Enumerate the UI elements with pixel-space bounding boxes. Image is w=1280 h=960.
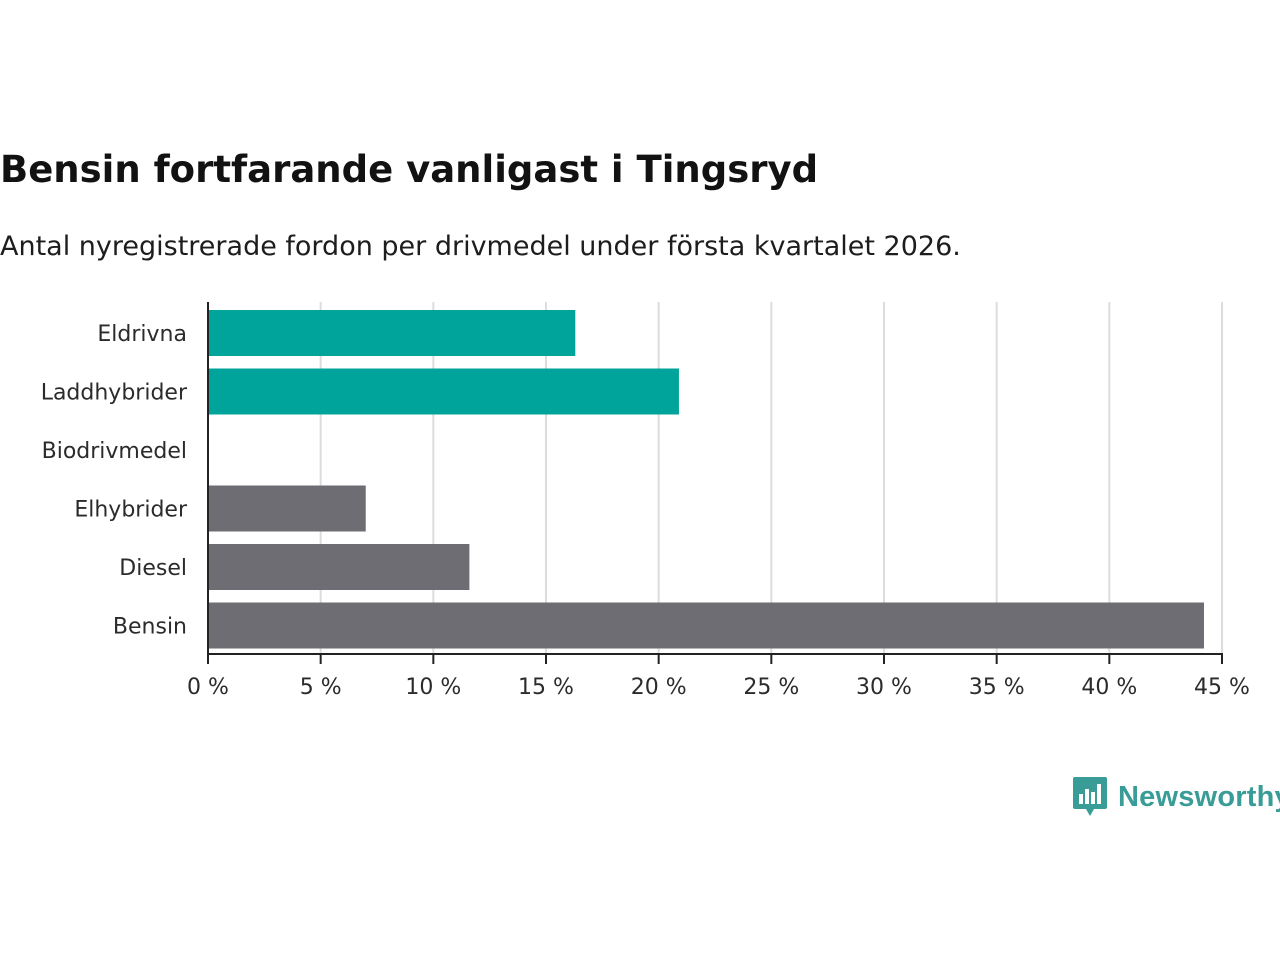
x-tick-label: 10 % xyxy=(405,675,461,700)
category-label: Bensin xyxy=(113,615,187,640)
chart-title: Bensin fortfarande vanligast i Tingsryd xyxy=(0,148,819,191)
x-tick-label: 35 % xyxy=(969,675,1025,700)
bars xyxy=(208,310,1204,649)
x-tick-label: 40 % xyxy=(1081,675,1137,700)
bar-eldrivna xyxy=(208,310,576,356)
gridlines xyxy=(319,302,1223,654)
category-label: Laddhybrider xyxy=(41,381,188,406)
newsworthy-logo[interactable]: Newsworthy xyxy=(1072,776,1280,818)
x-tick-label: 20 % xyxy=(631,675,687,700)
bar-diesel xyxy=(208,544,470,590)
bar-chart: Eldrivna Laddhybrider Biodrivmedel Elhybrid… xyxy=(41,302,1250,700)
bar-chart-speech-bubble-icon xyxy=(1073,777,1107,816)
x-tick-label: 25 % xyxy=(743,675,799,700)
bar-elhybrider xyxy=(208,485,366,532)
category-label: Eldrivna xyxy=(97,322,187,347)
chart-subtitle: Antal nyregistrerade fordon per drivmede… xyxy=(0,231,961,262)
category-label: Diesel xyxy=(119,556,187,581)
category-label: Biodrivmedel xyxy=(42,439,187,464)
x-tick-label: 45 % xyxy=(1194,675,1250,700)
x-tick-label: 5 % xyxy=(300,675,342,700)
bar-laddhybrider xyxy=(208,368,679,415)
brand-name: Newsworthy xyxy=(1118,780,1280,813)
bar-bensin xyxy=(208,602,1204,649)
x-tick-label: 30 % xyxy=(856,675,912,700)
x-tick-label: 15 % xyxy=(518,675,574,700)
category-label: Elhybrider xyxy=(74,498,188,523)
x-tick-label: 0 % xyxy=(187,675,229,700)
x-axis: 0 % 5 % 10 % 15 % 20 % 25 % 30 % 35 % 40 % 45 % xyxy=(187,302,1250,700)
category-labels: Eldrivna Laddhybrider Biodrivmedel Elhybrid… xyxy=(41,322,188,640)
